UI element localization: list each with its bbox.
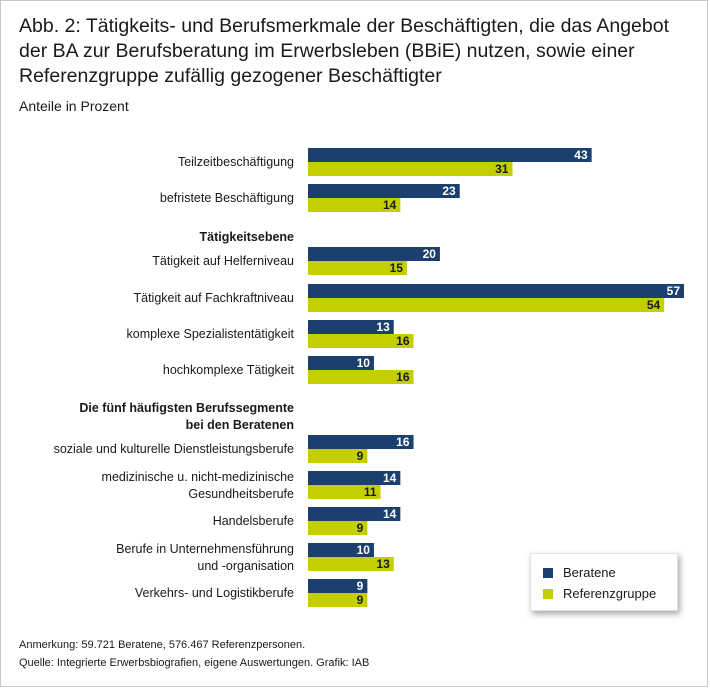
legend-item-referenzgruppe: Referenzgruppe [543, 586, 656, 601]
value-label-beratene: 43 [574, 148, 588, 162]
bar-beratene [308, 320, 394, 334]
chart-subtitle: Anteile in Prozent [19, 98, 129, 114]
chart-title: Abb. 2: Tätigkeits- und Berufsmerkmale d… [19, 15, 670, 87]
value-label-beratene: 16 [396, 435, 410, 449]
legend: Beratene Referenzgruppe [530, 553, 678, 611]
value-label-referenzgruppe: 9 [357, 449, 364, 463]
category-label: Verkehrs- und Logistikberufe [135, 586, 294, 600]
category-label: medizinische u. nicht-medizinische [102, 470, 294, 484]
value-label-referenzgruppe: 16 [396, 334, 410, 348]
bar-beratene [308, 507, 401, 521]
value-label-beratene: 14 [383, 471, 397, 485]
bar-referenzgruppe [308, 449, 368, 463]
bar-referenzgruppe [308, 298, 665, 312]
footnote-source: Quelle: Integrierte Erwerbsbiografien, e… [19, 657, 370, 669]
legend-label-referenzgruppe: Referenzgruppe [563, 586, 657, 601]
category-label: befristete Beschäftigung [160, 191, 294, 205]
bar-referenzgruppe [308, 593, 368, 607]
bar-beratene [308, 579, 368, 593]
category-label: soziale und kulturelle Dienstleistungsbe… [54, 442, 294, 456]
category-label: Teilzeitbeschäftigung [178, 155, 294, 169]
category-label: Handelsberufe [213, 514, 294, 528]
group-heading: bei den Beratenen [186, 418, 294, 432]
category-label: Tätigkeit auf Fachkraftniveau [134, 291, 295, 305]
value-label-referenzgruppe: 13 [376, 557, 390, 571]
bar-referenzgruppe [308, 261, 407, 275]
bar-beratene [308, 148, 592, 162]
bar-referenzgruppe [308, 485, 381, 499]
value-label-referenzgruppe: 9 [357, 521, 364, 535]
category-label: hochkomplexe Tätigkeit [163, 363, 295, 377]
bar-referenzgruppe [308, 198, 401, 212]
bar-beratene [308, 184, 460, 198]
value-label-referenzgruppe: 9 [357, 593, 364, 607]
value-label-beratene: 13 [376, 320, 390, 334]
bar-referenzgruppe [308, 162, 513, 176]
value-label-referenzgruppe: 14 [383, 198, 397, 212]
legend-item-beratene: Beratene [543, 565, 616, 580]
legend-swatch-referenzgruppe [543, 589, 553, 599]
bar-beratene [308, 356, 374, 370]
value-label-beratene: 20 [423, 247, 437, 261]
category-label: und -organisation [197, 559, 294, 573]
value-label-referenzgruppe: 15 [390, 261, 404, 275]
bar-beratene [308, 247, 440, 261]
legend-label-beratene: Beratene [563, 565, 616, 580]
value-label-referenzgruppe: 11 [364, 485, 377, 499]
value-label-referenzgruppe: 31 [495, 162, 509, 176]
bar-referenzgruppe [308, 557, 394, 571]
value-label-beratene: 14 [383, 507, 397, 521]
category-label: Tätigkeit auf Helferniveau [152, 254, 294, 268]
value-label-beratene: 10 [357, 356, 371, 370]
group-heading: Tätigkeitsebene [200, 230, 295, 244]
bar-referenzgruppe [308, 334, 414, 348]
legend-swatch-beratene [543, 568, 553, 578]
bar-beratene [308, 543, 374, 557]
category-label: komplexe Spezialistentätigkeit [127, 327, 295, 341]
value-label-beratene: 10 [357, 543, 371, 557]
group-heading: Die fünf häufigsten Berufssegmente [79, 401, 294, 415]
value-label-beratene: 9 [357, 579, 364, 593]
bar-beratene [308, 471, 401, 485]
value-label-beratene: 57 [667, 284, 681, 298]
category-label: Berufe in Unternehmensführung [116, 542, 294, 556]
value-label-referenzgruppe: 16 [396, 370, 410, 384]
value-label-beratene: 23 [442, 184, 456, 198]
bar-beratene [308, 435, 414, 449]
bar-beratene [308, 284, 684, 298]
category-label: Gesundheitsberufe [188, 487, 294, 501]
bar-referenzgruppe [308, 370, 414, 384]
footnote-note: Anmerkung: 59.721 Beratene, 576.467 Refe… [19, 639, 306, 651]
value-label-referenzgruppe: 54 [647, 298, 661, 312]
bar-referenzgruppe [308, 521, 368, 535]
